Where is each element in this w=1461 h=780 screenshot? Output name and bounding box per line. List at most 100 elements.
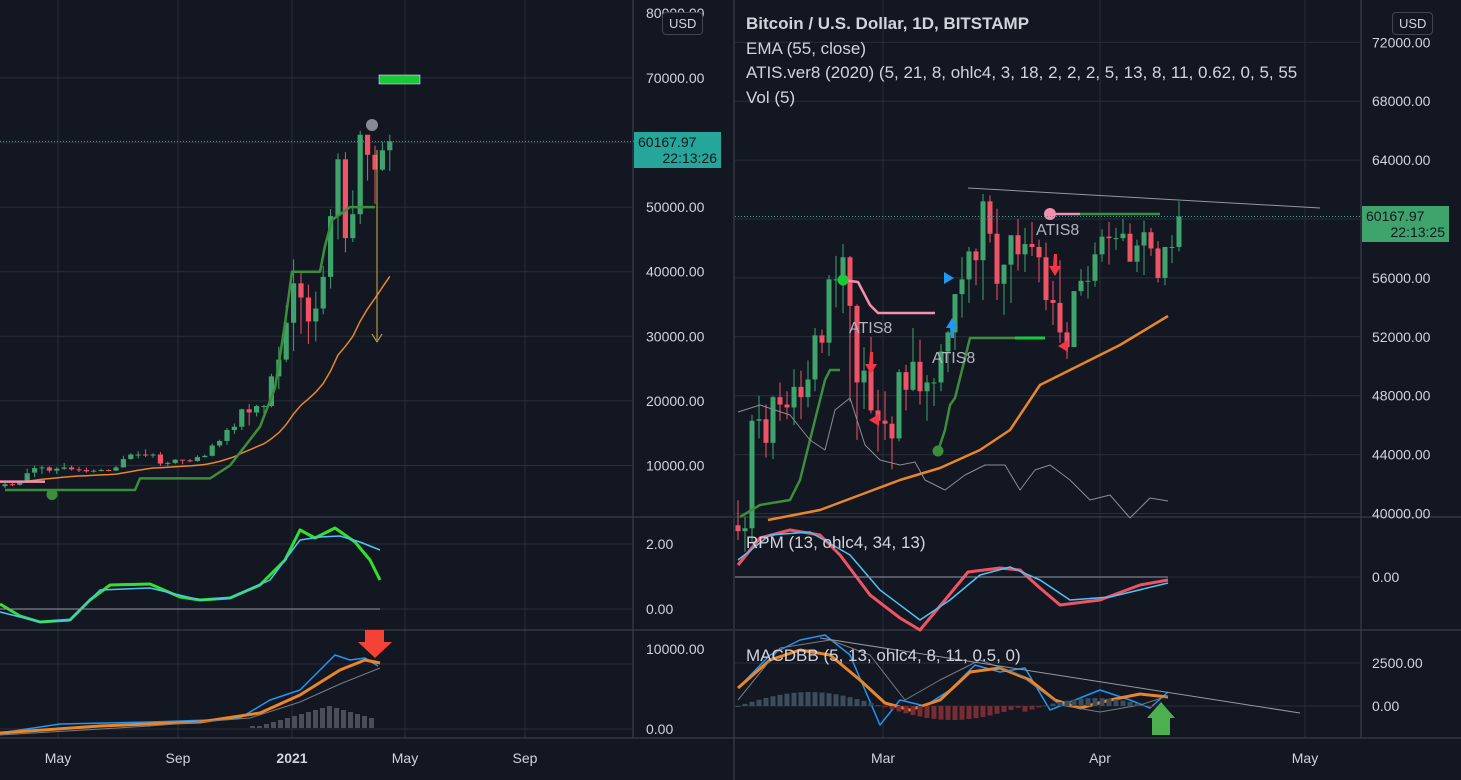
candle-body bbox=[1127, 233, 1133, 262]
macd-histogram-bar bbox=[805, 692, 811, 706]
macd-histogram-bar bbox=[826, 693, 832, 706]
ema-legend[interactable]: EMA (55, close) bbox=[746, 38, 866, 58]
macd-scale-label: 10000.00 bbox=[646, 641, 705, 657]
macd-histogram-bar bbox=[1022, 706, 1028, 712]
time-axis-label: Sep bbox=[513, 750, 538, 766]
atis-dot bbox=[1044, 208, 1056, 220]
ema-line bbox=[767, 314, 1169, 522]
candle-body bbox=[812, 335, 818, 380]
candle-body bbox=[254, 406, 260, 413]
candle-body bbox=[305, 297, 311, 322]
macd-histogram-bar bbox=[1085, 698, 1091, 706]
candle-body bbox=[113, 467, 119, 471]
candle-body bbox=[763, 419, 769, 443]
price-scale-label: 48000.00 bbox=[1372, 388, 1431, 404]
candle-body bbox=[1141, 232, 1147, 246]
atis-stop-line bbox=[739, 368, 840, 519]
macd-histogram-bar bbox=[854, 698, 860, 706]
macd-histogram-bar bbox=[861, 700, 867, 706]
price-scale-label: 40000.00 bbox=[646, 264, 705, 280]
macd-histogram-bar bbox=[847, 697, 853, 706]
vol-legend[interactable]: Vol (5) bbox=[746, 87, 796, 107]
macd-histogram-bar bbox=[924, 706, 930, 718]
macd-histogram-bar bbox=[1036, 706, 1042, 708]
macd-band bbox=[737, 639, 1169, 713]
candle-body bbox=[320, 276, 326, 309]
macd-histogram-bar bbox=[341, 710, 346, 728]
macd-histogram-bar bbox=[980, 706, 986, 717]
rpm-title[interactable]: RPM (13, ohlc4, 34, 13) bbox=[746, 533, 926, 552]
left-currency-button[interactable]: USD bbox=[662, 12, 704, 35]
candle-body bbox=[1092, 254, 1098, 281]
macd-histogram-bar bbox=[784, 693, 790, 706]
candle-body bbox=[735, 525, 741, 532]
macd-histogram-bar bbox=[1071, 699, 1077, 706]
candle-body bbox=[209, 445, 215, 456]
atis-dot bbox=[932, 445, 944, 457]
left-triangle-signal bbox=[1058, 340, 1068, 352]
candle-body bbox=[128, 454, 134, 460]
macd-histogram-bar bbox=[348, 712, 353, 728]
atis-legend[interactable]: ATIS.ver8 (2020) (5, 21, 8, ohlc4, 3, 18… bbox=[746, 63, 1298, 82]
candle-body bbox=[980, 201, 986, 261]
macd-histogram-bar bbox=[257, 726, 262, 728]
macd-histogram-bar bbox=[271, 722, 276, 728]
candle-body bbox=[826, 279, 832, 343]
candle-body bbox=[194, 457, 200, 461]
candle-body bbox=[261, 406, 267, 408]
candle-body bbox=[924, 382, 930, 392]
macd-histogram-bar bbox=[959, 706, 965, 720]
macd-histogram-bar bbox=[250, 726, 255, 728]
candle-body bbox=[945, 332, 951, 352]
right-currency-button[interactable]: USD bbox=[1392, 12, 1434, 35]
candle-body bbox=[1148, 232, 1154, 249]
candle-body bbox=[335, 159, 341, 217]
macd-histogram-bar bbox=[889, 706, 895, 710]
candle-body bbox=[910, 361, 916, 390]
top-dot bbox=[366, 119, 378, 131]
price-scale-label: 68000.00 bbox=[1372, 93, 1431, 109]
candle-body bbox=[791, 386, 797, 408]
right-legend: Bitcoin / U.S. Dollar, 1D, BITSTAMP EMA … bbox=[746, 12, 1361, 110]
candle-body bbox=[98, 470, 104, 472]
macd-title[interactable]: MACDBB (5, 13, ohlc4, 8, 11, 0.5, 0) bbox=[746, 646, 1021, 665]
macd-histogram-bar bbox=[1120, 700, 1126, 706]
price-scale-label: 40000.00 bbox=[1372, 506, 1431, 522]
macd-histogram-bar bbox=[1106, 698, 1112, 706]
macd-histogram-bar bbox=[1050, 703, 1056, 706]
time-axis-label: May bbox=[1292, 750, 1318, 766]
macd-histogram-bar bbox=[777, 694, 783, 706]
macd-histogram-bar bbox=[798, 692, 804, 706]
macd-histogram-bar bbox=[1064, 700, 1070, 706]
macd-histogram-bar bbox=[819, 692, 825, 706]
price-scale-label: 52000.00 bbox=[1372, 329, 1431, 345]
candle-body bbox=[917, 361, 923, 392]
macd-histogram-bar bbox=[1043, 705, 1049, 707]
candle-body bbox=[291, 283, 297, 323]
symbol-title[interactable]: Bitcoin / U.S. Dollar, 1D, BITSTAMP bbox=[746, 14, 1030, 33]
macd-histogram-bar bbox=[763, 697, 769, 706]
candle-body bbox=[854, 305, 860, 383]
candle-body bbox=[1022, 244, 1028, 255]
candle-body bbox=[1169, 246, 1175, 248]
macd-signal bbox=[0, 658, 381, 735]
macd-histogram-bar bbox=[1078, 698, 1084, 706]
candle-body bbox=[784, 404, 790, 408]
macd-histogram-bar bbox=[952, 706, 958, 720]
candle-body bbox=[143, 454, 149, 456]
candle-body bbox=[1120, 233, 1126, 239]
candle-body bbox=[46, 467, 52, 471]
candle-body bbox=[165, 462, 171, 464]
macd-histogram-bar bbox=[278, 720, 283, 728]
candle-body bbox=[1176, 216, 1182, 247]
candle-body bbox=[959, 279, 965, 295]
candle-body bbox=[882, 420, 888, 424]
macd-band bbox=[0, 667, 381, 736]
macd-histogram-bar bbox=[285, 718, 290, 728]
candle-body bbox=[202, 455, 208, 458]
candle-body bbox=[1043, 257, 1049, 300]
candle-body bbox=[1099, 236, 1105, 255]
left-last-price-tag: 60167.97 22:13:26 bbox=[634, 132, 721, 168]
candle-body bbox=[328, 216, 334, 277]
